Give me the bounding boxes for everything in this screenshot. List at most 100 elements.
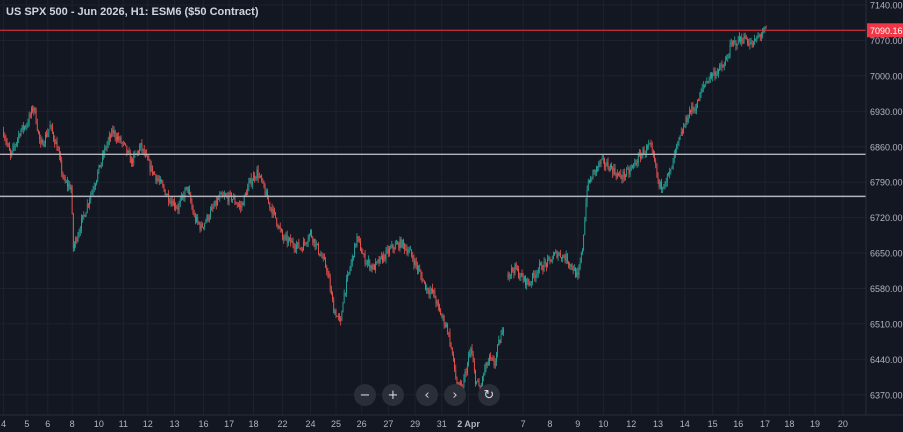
candle-body [332, 293, 333, 300]
candle [75, 236, 77, 248]
candle [569, 262, 571, 270]
candle-body [55, 141, 57, 145]
candle-body [346, 279, 347, 293]
candle-body [463, 377, 465, 387]
candle-body [615, 173, 617, 178]
candle-body [25, 126, 27, 128]
candle-body [691, 105, 693, 113]
candle [396, 239, 397, 245]
candle-body [241, 202, 243, 208]
candle [526, 278, 528, 290]
candle-body [304, 241, 306, 243]
candle [13, 142, 15, 152]
candle [384, 254, 386, 262]
candle-body [591, 178, 593, 180]
candle-body [554, 252, 555, 256]
candle-body [196, 217, 197, 222]
candle-body [34, 107, 36, 110]
zoom-in-button[interactable]: + [382, 384, 404, 406]
candle [555, 249, 557, 254]
candle-body [24, 126, 25, 130]
candle [291, 238, 293, 243]
candle [54, 135, 56, 148]
candle-body [618, 173, 619, 175]
candle [704, 84, 705, 89]
x-tick-label: 4 [1, 419, 6, 429]
candle-body [557, 254, 559, 258]
candle-body [641, 153, 643, 159]
candle [759, 33, 761, 41]
candle [198, 220, 200, 225]
candle-body [571, 264, 573, 269]
candle-body [305, 242, 307, 244]
x-tick-label: 17 [224, 419, 234, 429]
candle-body [661, 181, 662, 189]
candle [434, 287, 436, 299]
candle-body [69, 184, 71, 190]
candle-body [697, 99, 698, 108]
candle-body [99, 165, 101, 168]
candle-body [263, 181, 265, 188]
candle [255, 176, 257, 182]
candle-body [91, 191, 93, 195]
candle-body [40, 139, 42, 144]
candle [709, 72, 711, 83]
candle-body [157, 178, 159, 181]
candle-body [329, 278, 331, 290]
candle [305, 242, 307, 246]
candle-body [167, 194, 168, 196]
candle [685, 115, 687, 129]
candle [187, 186, 189, 195]
candle-body [276, 217, 278, 225]
candle-body [382, 256, 383, 262]
candle-body [205, 221, 207, 224]
candle [235, 201, 237, 205]
candle-body [127, 150, 129, 153]
candle [749, 37, 751, 50]
candle-body [77, 235, 79, 241]
candle-body [529, 282, 531, 286]
candle-body [511, 268, 512, 275]
candle-body [629, 169, 631, 174]
candle [632, 164, 633, 169]
candle-body [5, 138, 7, 142]
candle [721, 60, 723, 72]
candle [280, 228, 282, 233]
candle [570, 263, 572, 271]
candle-body [548, 257, 550, 259]
candle [602, 154, 604, 164]
candle-body [277, 224, 279, 228]
zoom-out-button[interactable]: − [354, 384, 376, 406]
candle-body [647, 146, 648, 148]
candle [699, 91, 701, 102]
candle [521, 269, 523, 277]
candle-body [598, 162, 600, 168]
candle-body [654, 155, 655, 161]
scroll-left-button[interactable]: ‹ [416, 384, 438, 406]
scroll-right-button[interactable]: › [444, 384, 466, 406]
candle [472, 350, 474, 363]
candle-body [280, 229, 282, 232]
candle-body [719, 65, 721, 70]
candle-body [430, 288, 432, 291]
candle-body [51, 126, 53, 133]
candle [184, 187, 186, 202]
reset-chart-button[interactable]: ↻ [478, 384, 500, 406]
candle [164, 189, 166, 196]
candle [563, 254, 565, 259]
candle [262, 178, 264, 184]
candle-body [22, 125, 24, 130]
candle [78, 228, 80, 238]
candle [17, 137, 18, 148]
candle-body [723, 64, 725, 68]
candle [33, 105, 35, 116]
candle-body [158, 180, 160, 182]
candle [541, 261, 543, 271]
candle [347, 270, 349, 282]
candle [465, 367, 467, 377]
candle [350, 259, 352, 272]
candle [29, 112, 31, 119]
candle [161, 179, 163, 184]
